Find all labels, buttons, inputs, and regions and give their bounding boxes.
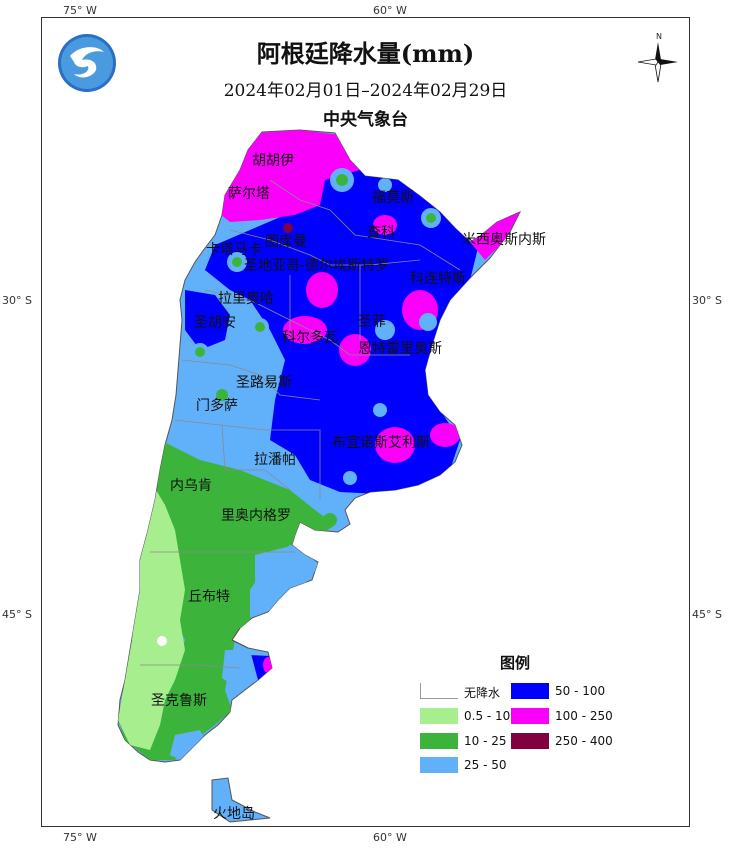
zone-100-250	[430, 423, 460, 447]
zone-50-100	[205, 165, 480, 495]
place-label-la-rioja: 拉里奥哈	[218, 291, 274, 307]
place-label-catamarca: 卡塔马卡	[206, 242, 262, 258]
legend-swatch	[420, 733, 458, 749]
zone-10-25	[216, 389, 228, 401]
legend-swatch	[420, 757, 458, 773]
lon-label-bottom-60w: 60° W	[373, 831, 407, 844]
zone-100-250	[339, 334, 371, 366]
zone-0-5-10	[118, 480, 185, 750]
place-label-chaco: 查科	[367, 225, 395, 241]
zone-100-250	[375, 427, 415, 463]
tierra-del-fuego	[211, 777, 271, 823]
lon-label-top-75w: 75° W	[63, 4, 97, 17]
zone-25-50	[378, 178, 392, 192]
cma-logo-icon	[58, 34, 116, 92]
legend-label: 无降水	[464, 686, 501, 700]
legend-swatch	[511, 708, 549, 724]
place-label-misiones: 米西奥斯内斯	[462, 232, 546, 248]
zone-25-50	[419, 313, 437, 331]
map-title: 阿根廷降水量(mm)	[256, 39, 475, 68]
zone-25-50	[343, 471, 357, 485]
zone-10-25	[255, 322, 265, 332]
place-label-formosa: 福莫斯	[372, 190, 414, 206]
lon-label-bottom-75w: 75° W	[63, 831, 97, 844]
zone-25-50	[222, 650, 258, 690]
legend-swatch	[511, 683, 549, 699]
place-label-mendoza: 门多萨	[196, 398, 238, 414]
lat-label-left-45s: 45° S	[2, 608, 32, 621]
legend-label: 0.5 - 10	[464, 709, 511, 723]
svg-text:N: N	[656, 32, 662, 41]
place-label-salta: 萨尔塔	[228, 186, 270, 202]
legend: 图例 无降水 0.5 - 10 10 - 25 25 - 50 50 - 100…	[415, 652, 645, 782]
place-label-san-juan: 圣胡安	[194, 315, 236, 331]
place-label-buenos-aires: 布宜诺斯艾利斯	[332, 435, 430, 451]
zone-100-250	[283, 316, 327, 344]
place-label-cordoba: 科尔多瓦	[282, 330, 338, 346]
legend-label: 10 - 25	[464, 734, 507, 748]
zone-10-25	[336, 174, 348, 186]
legend-title: 图例	[499, 654, 530, 672]
zone-10-25	[426, 213, 436, 223]
place-label-rio-negro: 里奥内格罗	[221, 508, 291, 524]
lat-label-right-30s: 30° S	[692, 294, 722, 307]
place-label-tucuman: 图库曼	[265, 234, 307, 250]
legend-swatch	[420, 683, 458, 699]
place-label-santa-fe: 圣菲	[358, 314, 386, 330]
place-label-la-pampa: 拉潘帕	[254, 452, 296, 468]
place-label-corrientes: 科连特斯	[410, 271, 466, 287]
zone-100-250	[470, 212, 520, 260]
place-label-chubut: 丘布特	[188, 589, 230, 605]
zone-25-50	[375, 320, 395, 340]
zone-100-250	[306, 272, 338, 308]
zone-100-250	[373, 215, 397, 235]
place-label-jujuy: 胡胡伊	[252, 153, 294, 169]
zone-100-250	[215, 130, 360, 222]
province-borders	[140, 179, 461, 669]
zone-25-50	[373, 403, 387, 417]
place-label-tierra-del-fuego: 火地岛	[213, 806, 255, 822]
date-range: 2024年02月01日–2024年02月29日	[223, 81, 508, 101]
lat-label-right-45s: 45° S	[692, 608, 722, 621]
zone-50-100	[185, 290, 230, 350]
precipitation-fields	[118, 130, 520, 762]
place-label-entre-rios: 恩特雷里奥斯	[358, 341, 442, 357]
zone-10-25	[232, 257, 242, 267]
place-label-san-luis: 圣路易斯	[236, 375, 292, 391]
legend-label: 50 - 100	[555, 684, 606, 698]
lat-label-left-30s: 30° S	[2, 294, 32, 307]
zone-no-precip	[157, 636, 167, 646]
legend-label: 25 - 50	[464, 758, 507, 772]
zone-10-25	[323, 513, 337, 527]
zone-10-25	[195, 347, 205, 357]
place-label-santiago: 圣地亚哥-德尔埃斯特罗	[244, 258, 390, 274]
zone-25-50	[286, 464, 294, 472]
lon-label-top-60w: 60° W	[373, 4, 407, 17]
zone-250-400	[283, 223, 293, 233]
legend-swatch	[420, 708, 458, 724]
legend-label: 250 - 400	[555, 734, 613, 748]
organization-label: 中央气象台	[323, 110, 408, 130]
coast-detail	[231, 627, 249, 649]
zone-25-50	[255, 545, 320, 612]
place-label-neuquen: 内乌肯	[170, 478, 212, 494]
legend-label: 100 - 250	[555, 709, 613, 723]
legend-swatch	[511, 733, 549, 749]
north-arrow-icon: N	[637, 32, 678, 83]
place-label-santa-cruz: 圣克鲁斯	[151, 693, 207, 709]
